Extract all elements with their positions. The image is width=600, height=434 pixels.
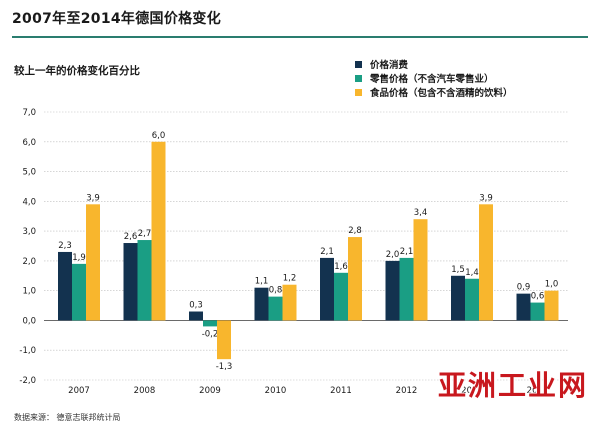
bar: [530, 302, 545, 321]
bar: [479, 204, 493, 321]
x-tick-label: 2010: [265, 386, 287, 396]
y-tick-label: 3,0: [22, 227, 36, 237]
x-tick-label: 2007: [68, 386, 90, 396]
data-label: 0,8: [269, 286, 283, 296]
bar: [268, 296, 283, 321]
bar: [189, 311, 203, 321]
y-tick-label: 1,0: [22, 287, 36, 297]
data-label: 0,9: [517, 283, 531, 293]
bar: [282, 284, 297, 321]
bar: [203, 320, 217, 327]
legend-label-food: 食品价格（包含不含酒精的饮料）: [370, 88, 513, 99]
data-label: 1,5: [451, 265, 465, 275]
legend-swatch-cpi: [355, 60, 362, 68]
y-tick-label: -2,0: [19, 376, 36, 386]
y-tick-label: 4,0: [22, 197, 36, 207]
title-rule: [12, 36, 588, 38]
legend-label-retail: 零售价格（不含汽车零售业）: [370, 74, 494, 85]
data-label: -1,3: [216, 362, 233, 372]
bar: [544, 290, 559, 321]
data-label: 2,7: [138, 229, 152, 239]
bar: [151, 141, 166, 321]
x-tick-label: 2009: [199, 386, 221, 396]
chart-title: 2007年至2014年德国价格变化: [12, 11, 222, 27]
bar: [72, 263, 86, 321]
x-tick-label: 2014: [527, 386, 549, 396]
bar: [58, 251, 72, 321]
bar: [399, 257, 414, 321]
bar: [334, 272, 348, 321]
legend-swatch-retail: [355, 74, 362, 82]
y-tick-label: 2,0: [22, 257, 36, 267]
bar: [451, 275, 465, 321]
data-label: 2,8: [348, 226, 362, 236]
bar: [348, 237, 362, 321]
data-label: 1,4: [465, 268, 479, 278]
y-tick-label: 6,0: [22, 138, 36, 148]
x-tick-label: 2013: [461, 386, 483, 396]
bar: [385, 260, 400, 321]
y-axis-label: 较上一年的价格变化百分比: [14, 65, 140, 77]
legend-item-food: 食品价格（包含不含酒精的饮料）: [355, 85, 513, 99]
data-label: 3,9: [86, 193, 100, 203]
legend: 价格消费 零售价格（不含汽车零售业） 食品价格（包含不含酒精的饮料）: [355, 57, 513, 99]
x-tick-label: 2011: [330, 386, 352, 396]
data-label: -0,2: [202, 329, 219, 339]
bar: [465, 278, 479, 321]
data-label: 0,6: [531, 292, 545, 302]
y-tick-label: 7,0: [22, 108, 36, 118]
data-label: 1,1: [255, 277, 269, 287]
bar: [413, 219, 428, 321]
legend-item-cpi: 价格消费: [355, 57, 513, 71]
bar: [320, 257, 334, 321]
y-tick-label: 5,0: [22, 168, 36, 178]
bar: [123, 243, 138, 321]
y-tick-label: 0,0: [22, 316, 36, 326]
bar: [254, 287, 269, 321]
data-label: 1,2: [283, 274, 297, 284]
x-tick-label: 2012: [396, 386, 418, 396]
data-label: 0,3: [189, 301, 203, 311]
data-label: 2,1: [320, 247, 334, 257]
y-tick-label: -1,0: [19, 346, 36, 356]
data-label: 2,0: [386, 250, 400, 260]
watermark-logo: 亚洲工业网: [438, 369, 589, 402]
bar: [217, 320, 231, 360]
data-label: 2,6: [124, 232, 138, 242]
data-label: 6,0: [152, 131, 166, 141]
source-note: 数据来源： 德意志联邦统计局: [14, 413, 121, 422]
data-label: 3,9: [479, 193, 493, 203]
bar: [516, 293, 531, 321]
legend-swatch-food: [355, 88, 362, 96]
x-tick-label: 2008: [134, 386, 156, 396]
data-label: 1,0: [545, 280, 559, 290]
bar: [86, 204, 100, 321]
data-label: 1,6: [334, 262, 348, 272]
legend-label-cpi: 价格消费: [370, 60, 409, 71]
data-label: 3,4: [414, 208, 428, 218]
data-label: 2,1: [400, 247, 414, 257]
data-label: 1,9: [72, 253, 86, 263]
data-label: 2,3: [58, 241, 72, 251]
bar: [137, 240, 152, 321]
legend-item-retail: 零售价格（不含汽车零售业）: [355, 71, 513, 85]
